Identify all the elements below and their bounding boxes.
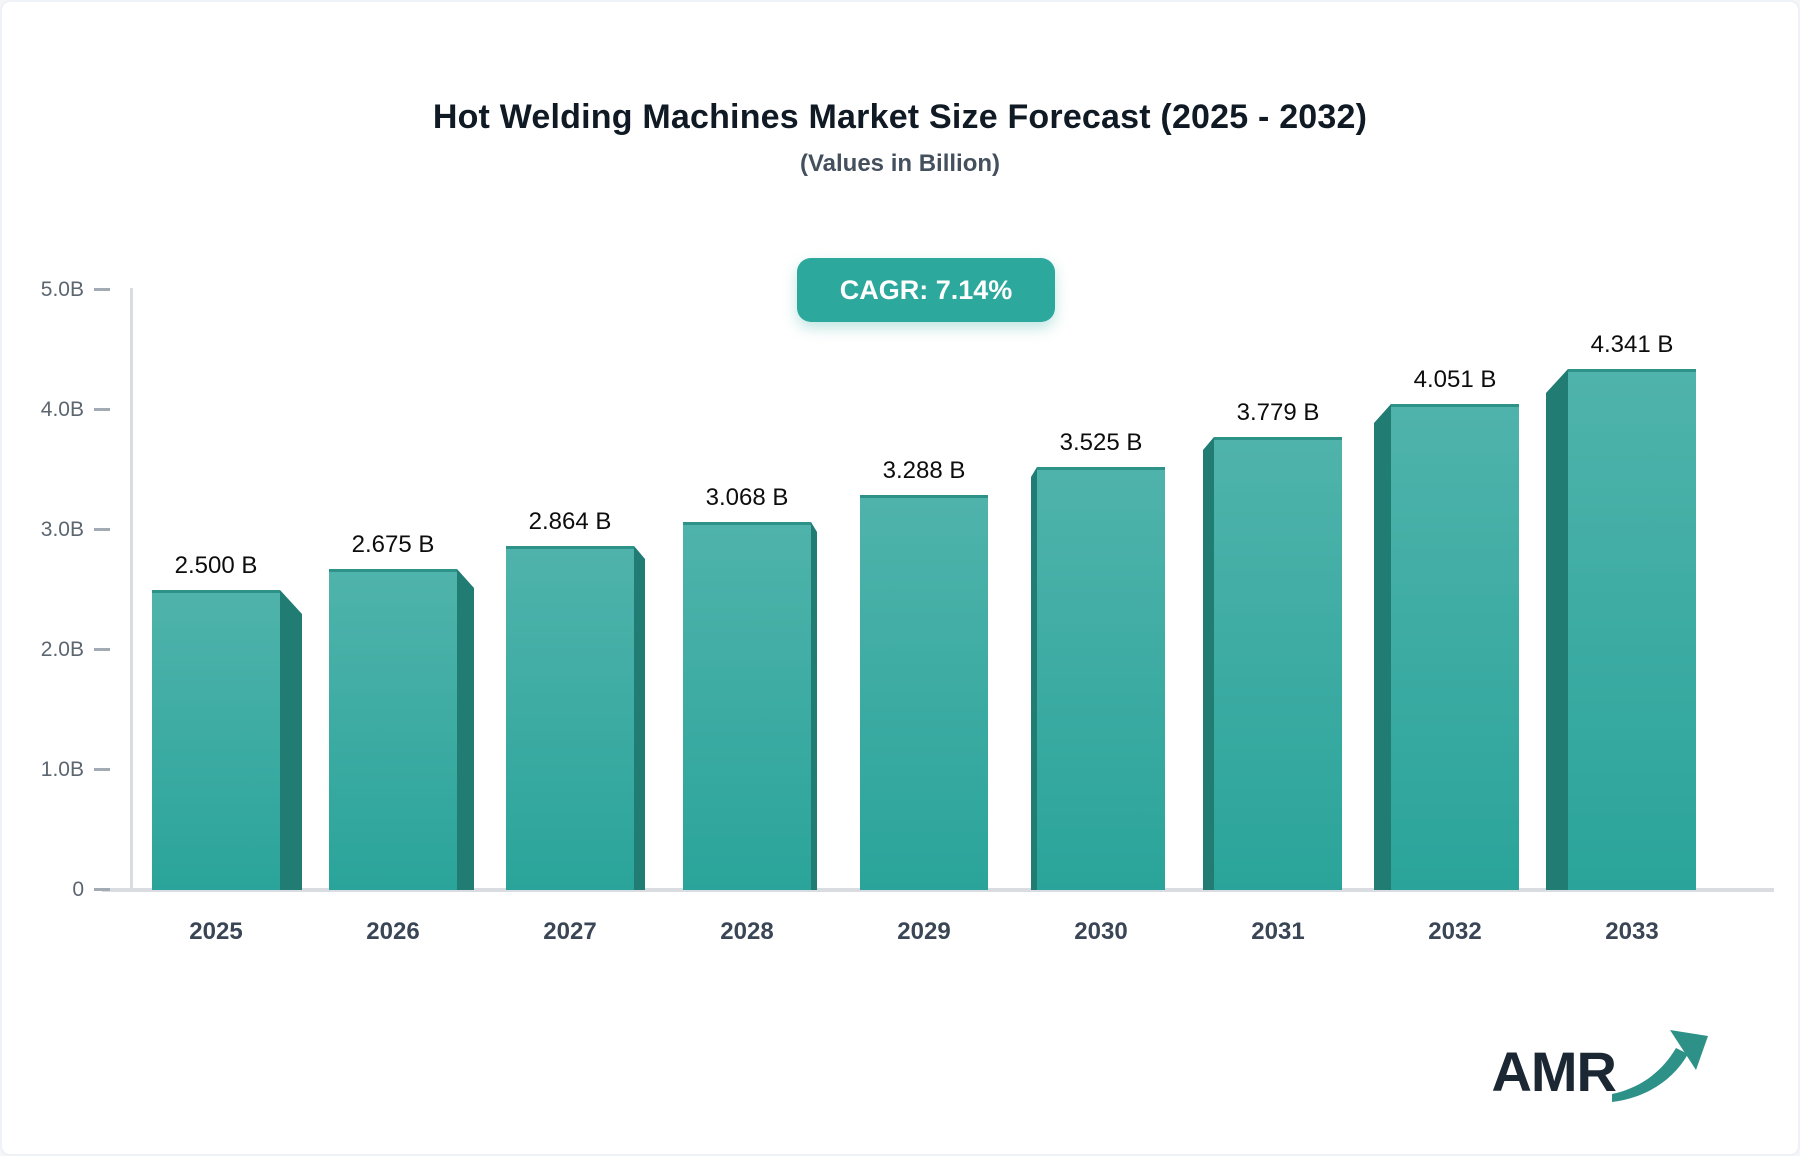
bar-2028 xyxy=(683,522,811,890)
y-axis-tick-label: 2.0B xyxy=(40,638,84,661)
y-axis-tick-mark xyxy=(94,408,110,411)
bar-2027 xyxy=(506,546,634,890)
y-axis-tick-label: 3.0B xyxy=(40,518,84,541)
bar-value-label: 3.288 B xyxy=(882,457,966,484)
bar-2031 xyxy=(1214,437,1342,890)
bar-3d-side xyxy=(634,546,645,890)
y-axis-tick-mark xyxy=(94,888,110,891)
chart-title: Hot Welding Machines Market Size Forecas… xyxy=(432,98,1368,136)
y-axis-tick-mark xyxy=(94,768,110,771)
amr-logo-text: AMR xyxy=(1491,1040,1617,1103)
y-axis-tick-label: 1.0B xyxy=(40,758,84,781)
bar-3d-side xyxy=(1031,467,1037,890)
bar-value-label: 2.500 B xyxy=(174,552,258,579)
bar-3d-side xyxy=(1203,437,1214,890)
cagr-badge: CAGR: 7.14% xyxy=(797,258,1055,322)
bar-3d-side xyxy=(1374,404,1391,890)
bar-2029 xyxy=(860,495,988,890)
chart-subtitle: (Values in Billion) xyxy=(799,150,1001,177)
x-axis-category-label: 2025 xyxy=(189,918,243,945)
x-axis-baseline xyxy=(102,888,1774,892)
bar-value-label: 4.341 B xyxy=(1590,331,1674,358)
bar-value-label: 4.051 B xyxy=(1413,366,1497,393)
bar-value-label: 2.675 B xyxy=(351,531,435,558)
bar-value-label: 2.864 B xyxy=(528,508,612,535)
bar-value-label: 3.068 B xyxy=(705,484,789,511)
bar-2032 xyxy=(1391,404,1519,890)
bar-value-label: 3.779 B xyxy=(1236,399,1320,426)
bar-2025 xyxy=(152,590,280,890)
bar-value-label: 3.525 B xyxy=(1059,429,1143,456)
x-axis-category-label: 2032 xyxy=(1428,918,1482,945)
y-axis-tick-mark xyxy=(94,528,110,531)
y-axis-line xyxy=(130,288,133,892)
y-axis-tick-label: 5.0B xyxy=(40,278,84,301)
x-axis-category-label: 2028 xyxy=(720,918,774,945)
x-axis-category-label: 2029 xyxy=(897,918,951,945)
amr-logo: AMR xyxy=(1491,1030,1714,1110)
x-axis-category-label: 2026 xyxy=(366,918,420,945)
cagr-badge-label: CAGR: 7.14% xyxy=(839,274,1013,305)
y-axis-tick-label: 0 xyxy=(72,878,84,901)
bar-2030 xyxy=(1037,467,1165,890)
x-axis-category-label: 2027 xyxy=(543,918,597,945)
bar-2033 xyxy=(1568,369,1696,890)
x-axis-category-label: 2030 xyxy=(1074,918,1128,945)
y-axis-tick-mark xyxy=(94,648,110,651)
bar-3d-side xyxy=(457,569,474,890)
x-axis-category-label: 2031 xyxy=(1251,918,1305,945)
bar-3d-side xyxy=(811,522,817,890)
bar-3d-side xyxy=(280,590,302,890)
growth-arrow-icon xyxy=(1612,1030,1708,1102)
bar-3d-side xyxy=(1546,369,1568,890)
bar-2026 xyxy=(329,569,457,890)
x-axis-category-label: 2033 xyxy=(1605,918,1659,945)
y-axis-tick-mark xyxy=(94,288,110,291)
y-axis-tick-label: 4.0B xyxy=(40,398,84,421)
